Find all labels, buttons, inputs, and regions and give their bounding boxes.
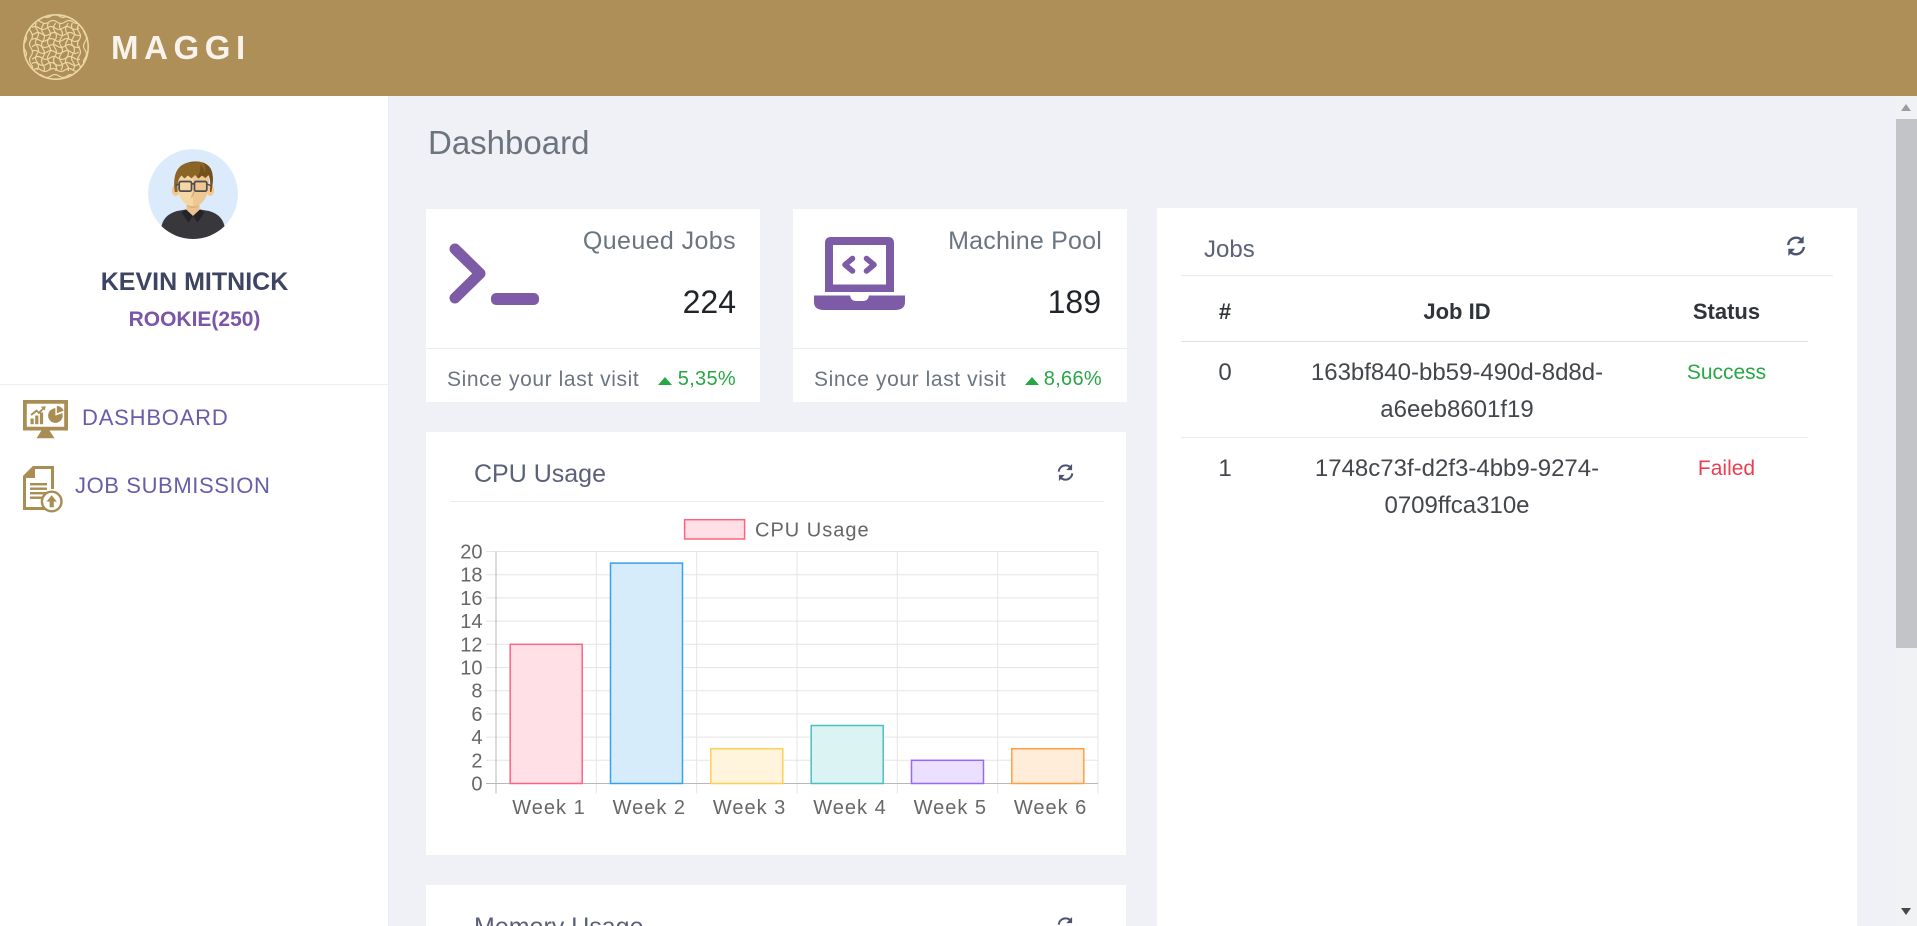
svg-text:18: 18 <box>460 565 482 587</box>
svg-text:Week 4: Week 4 <box>813 797 886 819</box>
svg-text:2: 2 <box>471 750 482 772</box>
svg-text:Week 1: Week 1 <box>512 797 585 819</box>
svg-text:10: 10 <box>460 658 482 680</box>
svg-text:Week 5: Week 5 <box>914 797 987 819</box>
svg-text:4: 4 <box>471 727 482 749</box>
svg-text:12: 12 <box>460 634 482 656</box>
svg-text:Week 6: Week 6 <box>1014 797 1087 819</box>
svg-text:16: 16 <box>460 588 482 610</box>
svg-text:Week 2: Week 2 <box>613 797 686 819</box>
svg-text:8: 8 <box>471 681 482 703</box>
svg-text:6: 6 <box>471 704 482 726</box>
svg-text:0: 0 <box>471 774 482 796</box>
svg-text:20: 20 <box>460 542 482 564</box>
svg-text:Week 3: Week 3 <box>713 797 786 819</box>
svg-text:14: 14 <box>460 611 482 633</box>
svg-text:CPU Usage: CPU Usage <box>755 520 870 542</box>
